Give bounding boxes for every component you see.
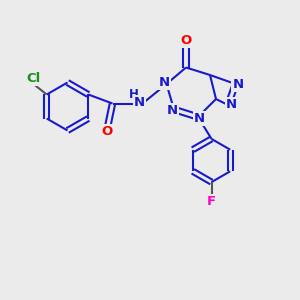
Text: N: N: [194, 112, 205, 125]
Text: N: N: [232, 77, 244, 91]
Text: F: F: [207, 195, 216, 208]
Text: N: N: [167, 104, 178, 118]
Text: Cl: Cl: [27, 72, 41, 86]
Text: N: N: [134, 96, 145, 110]
Text: N: N: [158, 76, 170, 89]
Text: O: O: [101, 125, 112, 138]
Text: H: H: [129, 88, 139, 101]
Text: N: N: [226, 98, 237, 112]
Text: O: O: [180, 34, 192, 47]
